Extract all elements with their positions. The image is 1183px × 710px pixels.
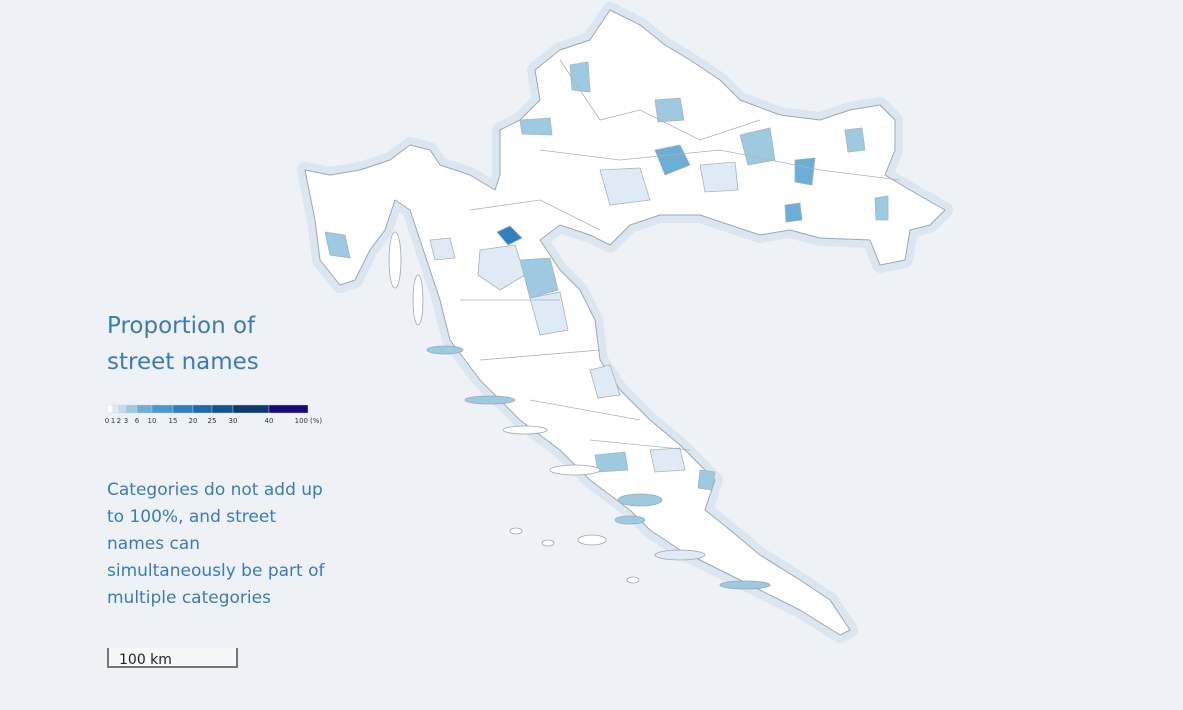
country: [304, 9, 946, 636]
region: [519, 117, 553, 136]
region: [429, 237, 456, 261]
region: [519, 257, 559, 299]
region: [874, 195, 889, 221]
legend-tick-label: 3: [124, 417, 128, 425]
legend-swatch: [192, 404, 213, 414]
legend-unit: (%): [310, 417, 322, 425]
region: [594, 451, 629, 473]
region: [477, 244, 526, 291]
region: [460, 59, 901, 451]
region: [784, 202, 803, 223]
legend-swatch: [125, 404, 138, 414]
region: [697, 469, 716, 491]
region: [529, 291, 569, 336]
region: [496, 225, 523, 246]
scale-bar: 100 km: [107, 648, 238, 668]
legend-tick-label: 40: [265, 417, 274, 425]
region: [569, 61, 591, 93]
region: [589, 364, 621, 399]
island: [426, 345, 464, 355]
legend-tick-label: 100: [295, 417, 308, 425]
legend-tick-label: 25: [208, 417, 217, 425]
island: [509, 527, 523, 535]
note: Categories do not add up to 100%, and st…: [107, 480, 325, 608]
legend-swatch: [136, 404, 153, 414]
legend-tick-label: 15: [169, 417, 178, 425]
legend-tick-label: 30: [229, 417, 238, 425]
island: [577, 534, 607, 546]
region: [699, 161, 739, 193]
legend-swatch: [268, 404, 309, 414]
island: [412, 274, 424, 326]
island: [388, 231, 402, 289]
legend: 0 1 2 3 6 10 15 20 25 30 40 100 (%): [105, 404, 322, 425]
legend-swatch: [172, 404, 194, 414]
legend-swatch: [118, 404, 127, 414]
municipalities: [324, 59, 901, 491]
legend-tick-label: 10: [148, 417, 157, 425]
island: [654, 549, 706, 561]
region: [654, 97, 685, 123]
croatia: [297, 2, 953, 643]
legend-swatch: [232, 404, 270, 414]
island: [464, 395, 516, 405]
legend-swatch: [112, 404, 120, 414]
region: [599, 167, 651, 206]
island: [614, 515, 646, 525]
islands: [388, 231, 771, 590]
legend-tick-label: 0: [105, 417, 109, 425]
legend-tick-label: 20: [189, 417, 198, 425]
legend-swatch: [106, 404, 114, 414]
region: [654, 144, 691, 176]
legend-tick-label: 2: [117, 417, 121, 425]
island: [626, 576, 640, 584]
legend-tick-label: 6: [135, 417, 140, 425]
region: [324, 231, 351, 259]
region: [844, 127, 866, 153]
region: [794, 157, 816, 186]
island: [549, 464, 601, 476]
island: [719, 580, 771, 590]
legend-swatch: [151, 404, 174, 414]
legend-title: Proportion of street names: [107, 313, 259, 375]
island: [617, 493, 663, 507]
island: [502, 425, 548, 435]
region: [649, 447, 686, 473]
island: [541, 539, 555, 547]
legend-tick-label: 1: [111, 417, 115, 425]
legend-swatch: [211, 404, 234, 414]
